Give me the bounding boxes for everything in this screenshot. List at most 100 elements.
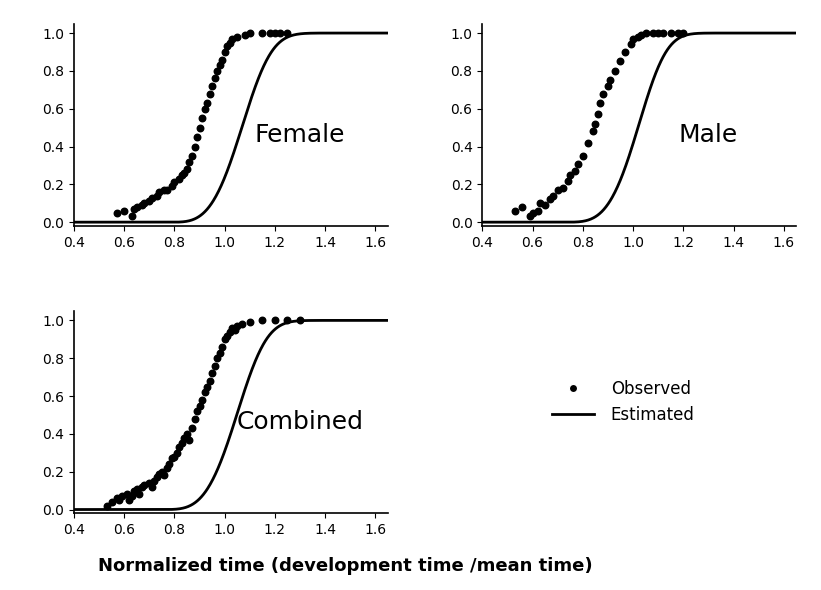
Point [203,376,216,386]
Point [122,496,135,505]
Legend: Observed, Estimated: Observed, Estimated [546,373,701,431]
Point [609,66,622,76]
Point [268,28,282,38]
Point [178,433,191,442]
Point [634,30,647,40]
Point [165,454,178,463]
Text: Male: Male [679,123,738,147]
Point [281,316,294,325]
Point [181,165,194,174]
Point [150,473,163,482]
Point [145,193,158,202]
Point [153,187,166,196]
Point [167,452,181,461]
Point [100,501,113,510]
Point [158,471,171,480]
Point [238,30,251,40]
Point [173,174,186,183]
Point [534,199,547,208]
Text: Combined: Combined [236,410,364,434]
Point [221,41,234,51]
Point [626,34,640,44]
Point [183,157,196,166]
Point [131,484,144,493]
Point [120,490,133,499]
Point [594,99,607,108]
Point [524,212,537,221]
Point [243,28,256,38]
Point [273,28,287,38]
Point [647,28,660,38]
Point [539,201,552,210]
Point [148,477,161,486]
Point [576,151,589,160]
Point [155,467,168,476]
Point [226,323,239,333]
Point [133,490,146,499]
Point [677,28,690,38]
Point [193,123,206,132]
Point [591,110,604,119]
Point [127,486,140,496]
Point [186,151,199,160]
Point [228,325,241,335]
Point [268,316,282,325]
Point [223,327,236,336]
Point [176,170,189,179]
Point [138,480,151,490]
Point [243,317,256,327]
Point [508,206,521,215]
Point [160,185,173,195]
Point [586,127,599,136]
Point [150,191,163,201]
Point [603,76,617,85]
Point [218,47,232,57]
Point [596,89,609,99]
Point [293,316,306,325]
Point [231,32,244,41]
Point [231,322,244,331]
Point [198,104,211,113]
Point [652,28,665,38]
Point [135,201,149,210]
Point [200,382,213,391]
Point [589,119,602,129]
Point [208,361,221,371]
Point [657,28,670,38]
Point [188,142,201,151]
Point [195,113,209,123]
Point [127,204,140,214]
Point [213,348,227,358]
Point [143,196,156,206]
Point [571,159,585,168]
Point [210,66,223,76]
Point [163,460,176,469]
Point [190,407,204,416]
Point [264,28,277,38]
Point [110,208,123,218]
Point [193,401,206,410]
Point [218,335,232,344]
Point [556,183,569,193]
Point [183,435,196,444]
Point [213,61,227,70]
Point [105,497,118,507]
Point [135,482,149,491]
Point [216,55,229,64]
Point [190,132,204,142]
Point [178,168,191,178]
Point [125,212,138,221]
Point [198,388,211,397]
Point [176,438,189,448]
Point [208,74,221,83]
Point [544,195,557,204]
Point [210,353,223,363]
Point [619,47,632,57]
Point [138,199,151,208]
Point [256,316,269,325]
Point [639,28,652,38]
Point [173,442,186,452]
Point [115,491,128,501]
Point [200,99,213,108]
Point [181,429,194,438]
